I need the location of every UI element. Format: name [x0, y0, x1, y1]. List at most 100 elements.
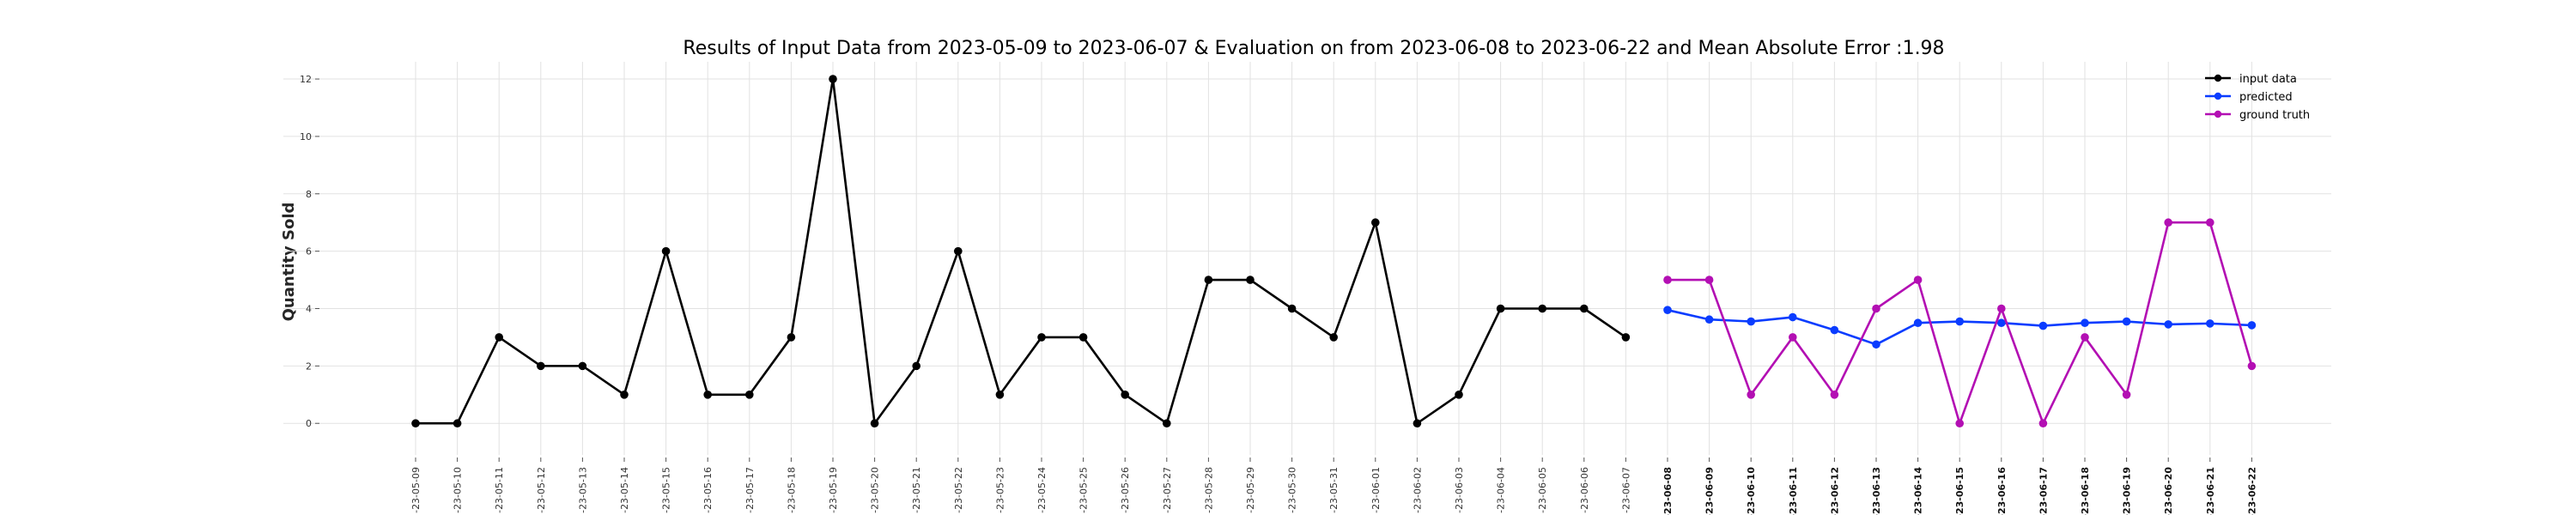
data-point-predicted — [1872, 340, 1880, 349]
data-point-input-data — [1078, 333, 1088, 342]
x-tick-label: -23-05-20 — [870, 467, 881, 513]
data-point-input-data — [1163, 419, 1171, 428]
data-point-input-data — [703, 390, 712, 399]
data-point-input-data — [787, 333, 796, 342]
data-point-input-data — [411, 419, 420, 428]
data-point-predicted — [2081, 318, 2089, 328]
x-tick-label: -23-05-13 — [577, 467, 588, 513]
data-point-predicted — [1997, 318, 2006, 328]
x-tick-label: -23-06-18 — [2080, 467, 2091, 515]
data-point-predicted — [1830, 325, 1839, 335]
y-axis-label: Quantity Sold — [280, 203, 298, 322]
x-tick-label: -23-06-06 — [1579, 467, 1590, 513]
x-tick-label: -23-05-24 — [1036, 467, 1048, 513]
x-tick-label: -23-06-07 — [1620, 467, 1631, 513]
data-point-input-data — [1371, 218, 1380, 227]
x-tick-label: -23-05-19 — [828, 467, 839, 513]
x-tick-label: -23-05-18 — [786, 467, 797, 513]
data-point-input-data — [1246, 276, 1255, 284]
x-tick-label: -23-06-03 — [1454, 467, 1465, 513]
x-tick-label: -23-06-15 — [1954, 467, 1965, 515]
y-tick-label: 12 — [300, 74, 312, 85]
data-point-predicted — [1663, 306, 1672, 314]
data-point-input-data — [1538, 304, 1546, 313]
x-tick-label: -23-06-04 — [1496, 467, 1507, 513]
x-tick-label: -23-06-10 — [1746, 467, 1757, 515]
data-point-ground-truth — [1872, 304, 1880, 313]
data-point-input-data — [954, 246, 963, 256]
y-tick-label: 8 — [306, 189, 312, 200]
x-tick-label: -23-05-11 — [494, 467, 505, 513]
data-point-input-data — [620, 390, 629, 399]
data-point-input-data — [1329, 333, 1338, 342]
x-tick-label: -23-05-16 — [702, 467, 714, 513]
data-point-input-data — [1413, 419, 1422, 428]
x-tick-label: -23-06-17 — [2038, 467, 2049, 515]
legend-marker — [2214, 74, 2222, 82]
data-point-input-data — [1037, 333, 1046, 342]
data-point-input-data — [1455, 390, 1463, 399]
x-tick-label: -23-06-05 — [1537, 467, 1548, 513]
x-tick-label: -23-05-23 — [994, 467, 1005, 513]
x-tick-label: -23-05-21 — [911, 467, 922, 513]
x-tick-label: -23-06-08 — [1662, 467, 1674, 515]
data-point-ground-truth — [2038, 419, 2048, 428]
series-line-input-data — [416, 77, 1627, 425]
x-tick-label: -23-06-13 — [1871, 467, 1882, 515]
data-point-input-data — [995, 390, 1005, 399]
x-tick-label: -23-05-27 — [1162, 467, 1173, 513]
chart-title: Results of Input Data from 2023-05-09 to… — [683, 38, 1944, 59]
x-tick-label: -23-06-02 — [1412, 467, 1423, 513]
x-tick-label: -23-06-16 — [1996, 467, 2008, 515]
x-tick-label: -23-06-01 — [1370, 467, 1382, 513]
legend-marker — [2214, 110, 2222, 118]
data-point-input-data — [912, 361, 920, 371]
y-tick-label: 2 — [306, 360, 312, 372]
data-point-ground-truth — [2206, 218, 2215, 227]
legend-label: input data — [2239, 73, 2297, 86]
y-tick-label: 0 — [306, 418, 312, 429]
x-tick-label: -23-05-25 — [1078, 467, 1090, 513]
x-tick-label: -23-05-28 — [1203, 467, 1214, 513]
x-tick-label: -23-06-21 — [2205, 467, 2216, 515]
x-tick-label: -23-06-11 — [1788, 467, 1799, 515]
x-tick-label: -23-05-14 — [619, 467, 630, 513]
x-tick-label: -23-05-15 — [661, 467, 672, 513]
data-point-ground-truth — [2122, 390, 2131, 399]
data-point-input-data — [453, 419, 462, 428]
data-point-input-data — [1621, 333, 1631, 342]
data-point-ground-truth — [2247, 361, 2257, 371]
x-tick-label: -23-05-26 — [1120, 467, 1131, 513]
data-point-predicted — [1704, 315, 1714, 324]
y-tick-label: 6 — [306, 246, 312, 258]
x-tick-label: -23-06-22 — [2246, 467, 2257, 515]
x-tick-label: -23-05-09 — [410, 467, 422, 513]
data-point-ground-truth — [1663, 276, 1672, 284]
data-point-input-data — [537, 361, 545, 371]
data-point-input-data — [1580, 304, 1589, 313]
data-point-input-data — [1121, 390, 1129, 399]
data-point-predicted — [2038, 321, 2048, 330]
data-point-input-data — [495, 333, 503, 342]
data-point-input-data — [1204, 276, 1213, 284]
legend: input data predicted ground truth — [2205, 73, 2310, 122]
grid — [283, 62, 2331, 455]
legend-label: ground truth — [2239, 109, 2310, 122]
data-point-input-data — [1287, 304, 1297, 313]
data-point-predicted — [2122, 317, 2131, 326]
y-tick-label: 4 — [306, 304, 312, 315]
data-point-ground-truth — [1789, 333, 1797, 342]
data-point-predicted — [1955, 317, 1964, 326]
data-point-predicted — [1789, 312, 1797, 322]
data-point-input-data — [829, 75, 837, 83]
x-tick-label: -23-06-09 — [1704, 467, 1716, 515]
data-point-input-data — [1496, 304, 1505, 313]
data-point-predicted — [1913, 318, 1923, 328]
data-point-ground-truth — [1704, 276, 1714, 284]
x-tick-label: -23-05-31 — [1328, 467, 1340, 513]
x-tick-label: -23-05-10 — [453, 467, 464, 513]
x-tick-label: -23-05-12 — [536, 467, 547, 513]
data-point-predicted — [2164, 320, 2172, 329]
data-point-ground-truth — [1747, 390, 1755, 399]
x-tick-label: -23-06-12 — [1829, 467, 1840, 515]
